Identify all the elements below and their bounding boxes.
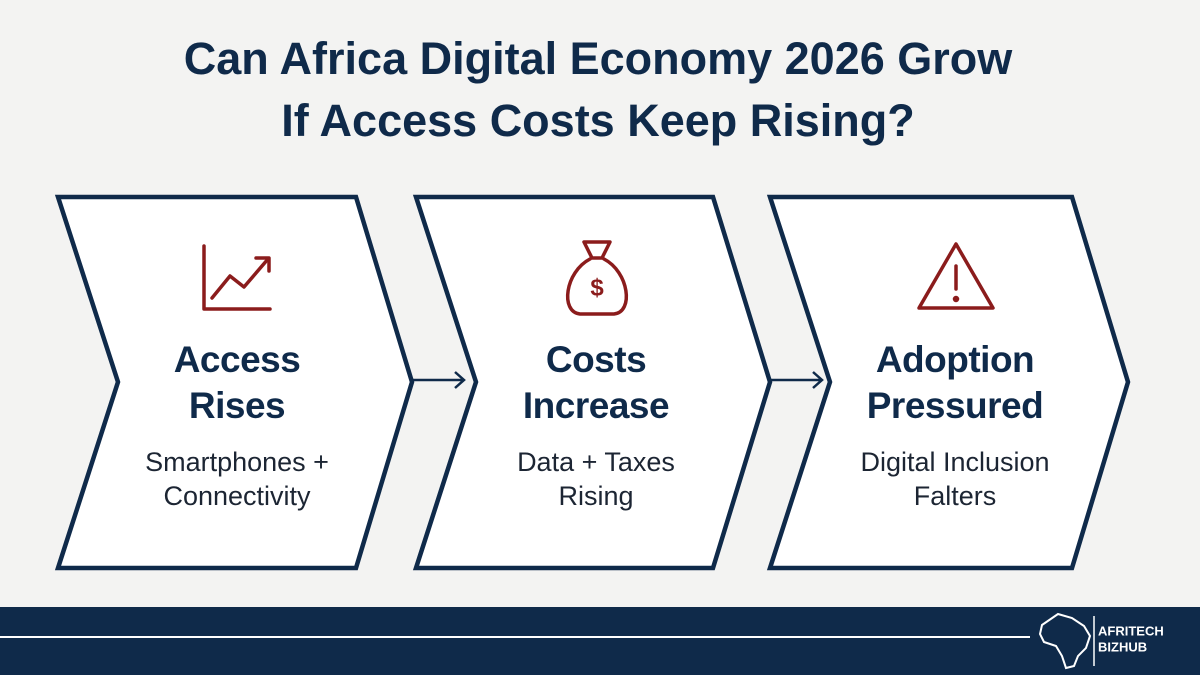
africa-logo: [1038, 612, 1092, 670]
footer-band: [0, 607, 1200, 675]
step-subtitle: Falters: [914, 481, 997, 511]
step-subtitle: Digital Inclusion: [860, 447, 1049, 477]
warning-icon: [917, 242, 995, 310]
chevron: [54, 194, 415, 571]
step-title: Pressured: [867, 385, 1044, 426]
step-subtitle: Connectivity: [163, 481, 311, 511]
chevron: [412, 194, 773, 571]
step-title: Rises: [189, 385, 285, 426]
step-title: Access: [174, 339, 301, 380]
logo-text: BIZHUB: [1098, 639, 1147, 654]
step-subtitle: Data + Taxes: [517, 447, 675, 477]
logo-text: AFRITECH: [1098, 623, 1164, 638]
step-subtitle: Rising: [558, 481, 633, 511]
connector-arrow: [770, 371, 824, 389]
connector-arrow: [412, 371, 466, 389]
chevron: [766, 194, 1131, 571]
title-line: Can Africa Digital Economy 2026 Grow: [184, 33, 1014, 84]
step-subtitle: Smartphones +: [145, 447, 329, 477]
title-line: If Access Costs Keep Rising?: [281, 95, 915, 146]
growth-chart-icon: [202, 244, 272, 311]
step-title: Increase: [523, 385, 669, 426]
step-title: Adoption: [876, 339, 1034, 380]
money-bag-icon: $: [565, 240, 629, 316]
dollar-sign: $: [590, 274, 604, 301]
step-title: Costs: [546, 339, 646, 380]
